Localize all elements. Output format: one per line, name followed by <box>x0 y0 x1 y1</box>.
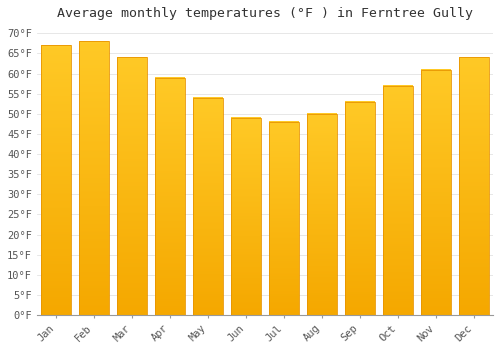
Bar <box>79 41 108 315</box>
Bar <box>459 57 489 315</box>
Bar <box>231 118 260 315</box>
Bar <box>117 57 146 315</box>
Bar <box>41 46 70 315</box>
Bar <box>269 122 299 315</box>
Bar <box>421 70 451 315</box>
Bar <box>307 114 337 315</box>
Bar <box>345 102 375 315</box>
Bar <box>383 86 413 315</box>
Title: Average monthly temperatures (°F ) in Ferntree Gully: Average monthly temperatures (°F ) in Fe… <box>57 7 473 20</box>
Bar <box>155 78 184 315</box>
Bar <box>193 98 222 315</box>
